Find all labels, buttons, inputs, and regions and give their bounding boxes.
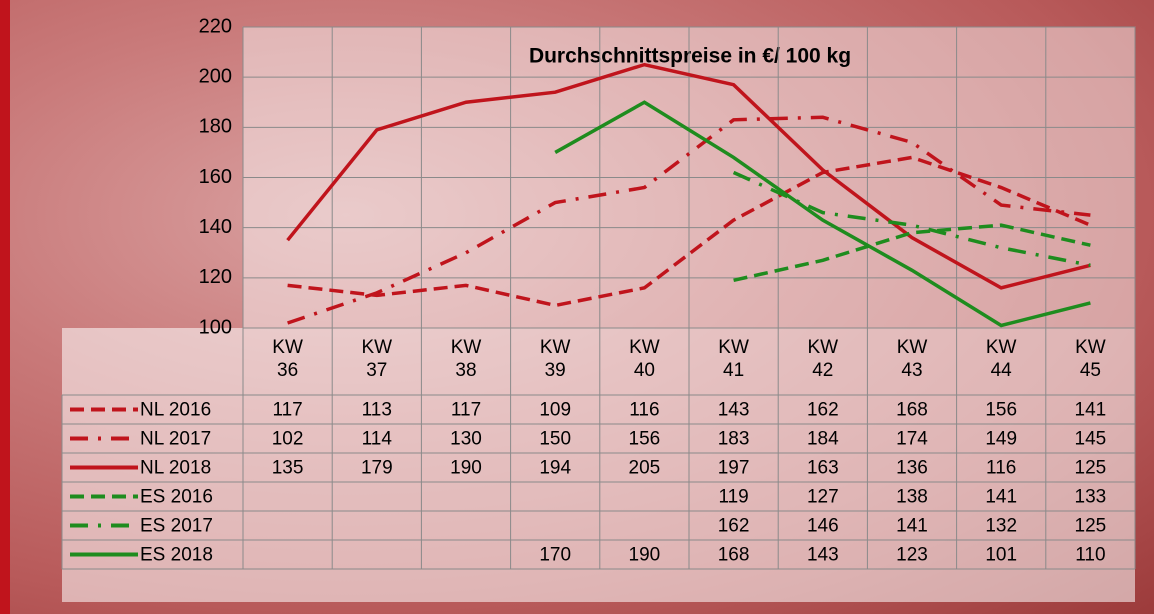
- table-value: 141: [985, 487, 1017, 508]
- table-value: 174: [896, 429, 928, 450]
- x-tick-label: KW 36: [272, 337, 303, 381]
- series-line: [733, 223, 1091, 283]
- table-value: 143: [718, 400, 750, 421]
- table-value: 130: [450, 429, 482, 450]
- x-tick-label: KW 41: [718, 337, 749, 381]
- table-value: 170: [539, 545, 571, 566]
- table-value: 125: [1075, 458, 1107, 479]
- table-value: 184: [807, 429, 839, 450]
- x-tick-label: KW 44: [985, 337, 1017, 381]
- series-line: [287, 115, 1091, 325]
- table-value: 117: [451, 400, 481, 421]
- table-value: 119: [718, 487, 748, 508]
- table-value: 117: [272, 400, 302, 421]
- legend-label: ES 2018: [140, 545, 213, 566]
- table-value: 114: [362, 429, 393, 450]
- y-tick-label: 100: [199, 316, 232, 338]
- table-value: 113: [362, 400, 392, 421]
- table-value: 149: [985, 429, 1017, 450]
- legend-label: NL 2016: [140, 400, 211, 421]
- table-value: 156: [629, 429, 661, 450]
- y-tick-label: 200: [199, 65, 232, 87]
- table-value: 197: [718, 458, 750, 479]
- table-value: 190: [450, 458, 482, 479]
- table-value: 168: [896, 400, 928, 421]
- table-value: 145: [1075, 429, 1107, 450]
- table-value: 135: [272, 458, 304, 479]
- series-line: [554, 100, 1091, 328]
- x-tick-label: KW 45: [1075, 337, 1106, 381]
- table-value: 116: [629, 400, 659, 421]
- table-value: 183: [718, 429, 750, 450]
- table-value: 150: [539, 429, 571, 450]
- x-tick-label: KW 38: [450, 337, 482, 381]
- table-value: 162: [807, 400, 839, 421]
- side-stripe: [0, 0, 10, 614]
- table-value: 141: [1075, 400, 1107, 421]
- table-value: 163: [807, 458, 839, 479]
- table-value: 146: [807, 516, 839, 537]
- table-value: 110: [1075, 545, 1105, 566]
- table-value: 168: [718, 545, 750, 566]
- table-value: 138: [896, 487, 928, 508]
- table-value: 116: [986, 458, 1016, 479]
- table-value: 141: [896, 516, 928, 537]
- y-tick-label: 160: [199, 166, 232, 188]
- table-value: 125: [1075, 516, 1107, 537]
- table-value: 136: [896, 458, 928, 479]
- table-value: 133: [1075, 487, 1107, 508]
- legend-label: ES 2016: [140, 487, 213, 508]
- y-tick-label: 120: [199, 266, 232, 288]
- legend-label: NL 2017: [140, 429, 211, 450]
- legend-label: ES 2017: [140, 516, 213, 537]
- table-value: 194: [539, 458, 571, 479]
- table-value: 190: [629, 545, 661, 566]
- y-tick-label: 140: [199, 216, 232, 238]
- legend-label: NL 2018: [140, 458, 211, 479]
- series-line: [287, 155, 1092, 308]
- x-tick-label: KW 39: [539, 337, 571, 381]
- table-value: 101: [985, 545, 1017, 566]
- table-value: 179: [361, 458, 393, 479]
- x-tick-label: KW 37: [361, 337, 393, 381]
- y-tick-label: 220: [199, 15, 232, 37]
- table-value: 143: [807, 545, 839, 566]
- table-value: 109: [539, 400, 571, 421]
- y-tick-label: 180: [199, 116, 232, 138]
- table-value: 102: [272, 429, 304, 450]
- table-value: 123: [896, 545, 928, 566]
- x-tick-label: KW 43: [896, 337, 928, 381]
- x-tick-label: KW 40: [629, 337, 660, 381]
- series-line: [286, 62, 1091, 290]
- table-value: 156: [985, 400, 1017, 421]
- table-value: 127: [807, 487, 839, 508]
- x-tick-label: KW 42: [807, 337, 839, 381]
- table-value: 205: [629, 458, 661, 479]
- table-value: 132: [985, 516, 1017, 537]
- table-value: 162: [718, 516, 750, 537]
- table-area: [62, 328, 1135, 602]
- chart-title: Durchschnittspreise in €/ 100 kg: [529, 45, 851, 68]
